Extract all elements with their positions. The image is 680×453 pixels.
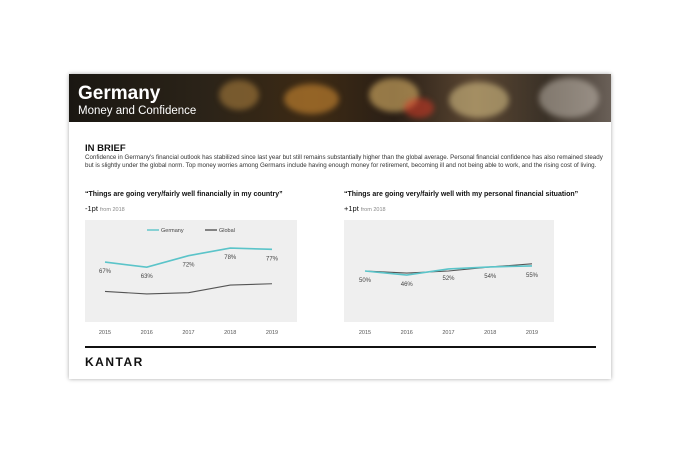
- banner-title: Germany: [78, 83, 161, 104]
- brief-text: Confidence in Germany's financial outloo…: [85, 154, 603, 169]
- chart-2-x-tick: 2017: [442, 330, 454, 336]
- chart-1-x-tick: 2019: [266, 330, 278, 336]
- chart-1-x-tick: 2018: [224, 330, 236, 336]
- chart-2-x-tick: 2019: [526, 330, 538, 336]
- chart-2-data-label: 55%: [526, 273, 539, 279]
- chart-1-delta-from: from 2018: [99, 207, 125, 213]
- chart-2-data-label: 50%: [359, 278, 372, 284]
- chart-2-x-tick: 2016: [401, 330, 413, 336]
- chart-1-delta-value: -1pt: [85, 204, 98, 213]
- chart-personal-finance: 2015 2016 2017 2018 2019 50% 46% 52% 54% 55%: [344, 220, 554, 336]
- chart-1-legend-label: Germany: [161, 228, 184, 234]
- chart-1-x-tick: 2016: [141, 330, 153, 336]
- slide: Germany Money and Confidence IN BRIEF Co…: [69, 74, 611, 379]
- chart-2-data-label: 46%: [401, 282, 414, 288]
- brief-heading: IN BRIEF: [85, 143, 126, 154]
- chart-1-series-germany-line: [104, 247, 273, 268]
- chart-1-data-label: 77%: [266, 256, 279, 262]
- chart-1-data-label: 63%: [141, 274, 154, 280]
- chart-1-title: “Things are going very/fairly well finan…: [85, 191, 283, 198]
- chart-1-legend-label: Global: [219, 228, 235, 234]
- chart-1-x-tick: 2015: [99, 330, 111, 336]
- chart-2-delta: +1pt from 2018: [344, 204, 386, 213]
- chart-1-series-global-line: [104, 283, 273, 295]
- chart-2-x-tick: 2015: [359, 330, 371, 336]
- chart-1-data-label: 67%: [99, 269, 112, 275]
- footer-divider: [85, 346, 596, 348]
- chart-2-data-label: 54%: [484, 274, 497, 280]
- chart-1-delta: -1pt from 2018: [85, 204, 125, 213]
- chart-2-series-line-1-line: [364, 265, 533, 276]
- kantar-logo: KANTAR: [85, 355, 144, 369]
- chart-1-data-label: 72%: [182, 263, 195, 269]
- banner-image: Germany Money and Confidence: [69, 74, 611, 122]
- chart-2-delta-value: +1pt: [344, 204, 359, 213]
- chart-1-x-tick: 2017: [182, 330, 194, 336]
- chart-1-plot-area: [85, 220, 297, 322]
- chart-2-x-tick: 2018: [484, 330, 496, 336]
- chart-2-data-label: 52%: [442, 276, 455, 282]
- banner-subtitle: Money and Confidence: [78, 105, 197, 117]
- chart-2-title: “Things are going very/fairly well with …: [344, 191, 579, 198]
- chart-country-outlook: 2015 2016 2017 2018 2019 67% 63% 72% 78% 77% Germa…: [85, 220, 297, 336]
- chart-1-data-label: 78%: [224, 255, 237, 261]
- chart-2-delta-from: from 2018: [360, 207, 386, 213]
